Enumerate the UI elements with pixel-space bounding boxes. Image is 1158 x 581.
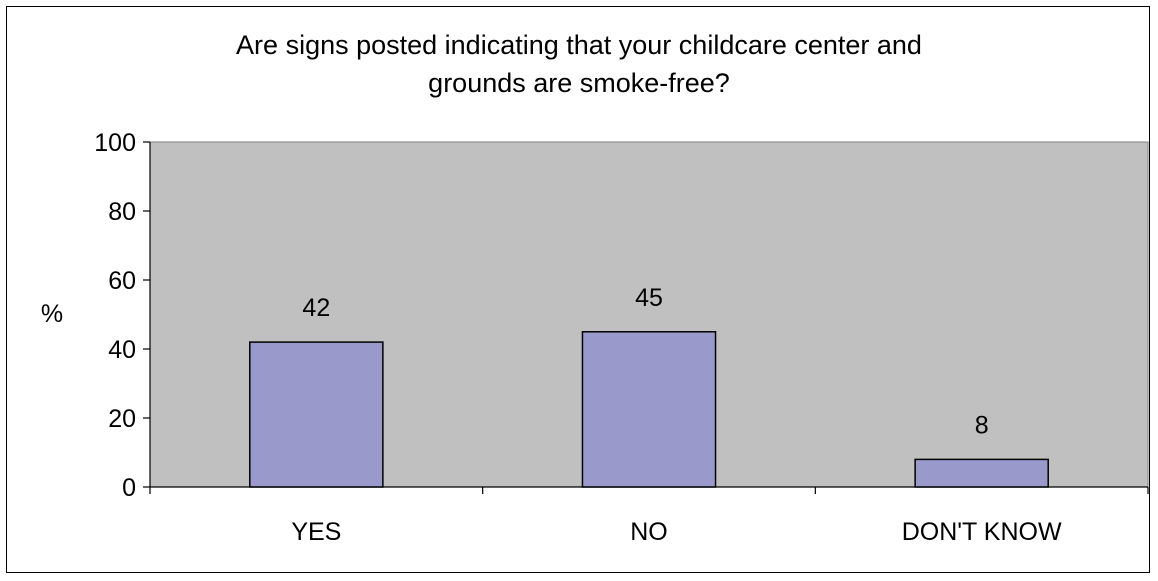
y-tick-label: 0 <box>122 474 136 502</box>
bars <box>249 331 1049 488</box>
y-tick-label: 60 <box>108 267 136 295</box>
y-axis-label: % <box>41 300 63 328</box>
y-tick-label: 20 <box>108 405 136 433</box>
bar-value-label: 8 <box>975 411 989 439</box>
x-tick-label: DON'T KNOW <box>902 518 1062 546</box>
x-tick-label: YES <box>291 518 341 546</box>
x-axis: YES NO DON'T KNOW <box>149 486 1149 546</box>
data-labels: 42 45 8 <box>302 284 988 440</box>
chart-title-line-2: grounds are smoke-free? <box>428 68 730 98</box>
bar-value-label: 42 <box>302 294 330 322</box>
chart-title: Are signs posted indicating that your ch… <box>0 26 1158 102</box>
bar <box>914 458 1049 488</box>
bar <box>581 331 717 488</box>
bar-value-label: 45 <box>635 284 663 312</box>
y-tick-label: 40 <box>108 336 136 364</box>
bar <box>249 341 384 488</box>
y-tick-label: 100 <box>94 129 136 157</box>
y-tick-label: 80 <box>108 198 136 226</box>
y-axis: 0 20 40 60 80 100 <box>94 129 151 502</box>
chart-title-line-1: Are signs posted indicating that your ch… <box>236 30 922 60</box>
x-tick-label: NO <box>630 518 668 546</box>
